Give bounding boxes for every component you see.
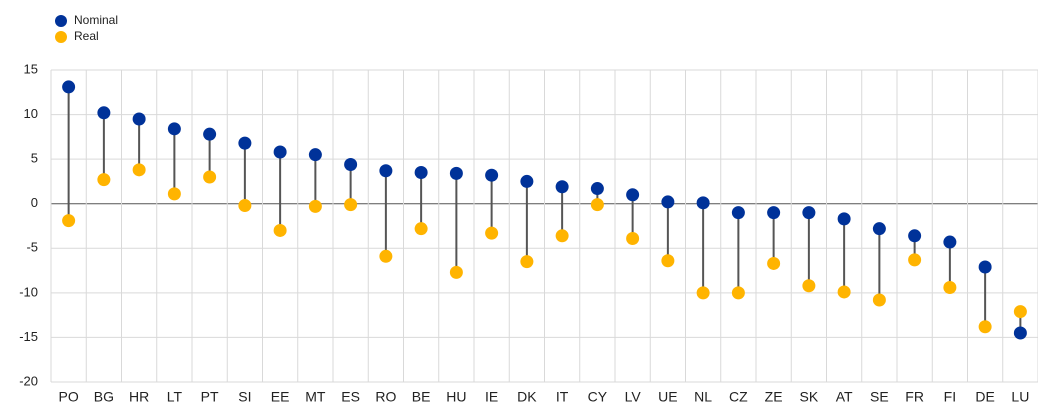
x-tick-label: DK <box>517 389 537 405</box>
x-tick-label: SI <box>238 389 251 405</box>
dot <box>520 255 534 269</box>
x-tick-label: UE <box>658 389 677 405</box>
dot <box>132 112 146 126</box>
dot <box>837 212 851 226</box>
dot <box>1013 326 1027 340</box>
legend-marker <box>55 15 67 27</box>
dot <box>238 198 252 212</box>
dot <box>731 206 745 220</box>
y-tick-label: 10 <box>24 106 38 121</box>
y-tick-label: -5 <box>26 240 38 255</box>
dot <box>626 188 640 202</box>
x-tick-label: FI <box>944 389 956 405</box>
x-tick-label: FR <box>905 389 924 405</box>
x-tick-label: DE <box>975 389 994 405</box>
dot <box>62 80 76 94</box>
x-tick-label: IE <box>485 389 498 405</box>
dot <box>485 168 499 182</box>
dot <box>167 122 181 136</box>
x-tick-label: RO <box>375 389 396 405</box>
dot <box>308 199 322 213</box>
legend-label: Nominal <box>74 13 118 27</box>
dot <box>802 206 816 220</box>
dot <box>203 170 217 184</box>
dot <box>167 187 181 201</box>
x-tick-label: CY <box>588 389 608 405</box>
dot <box>978 260 992 274</box>
x-tick-label: NL <box>694 389 712 405</box>
x-tick-label: MT <box>305 389 326 405</box>
dot <box>273 223 287 237</box>
x-tick-label: BE <box>412 389 431 405</box>
y-tick-label: -20 <box>19 373 38 388</box>
dot <box>802 279 816 293</box>
dot <box>555 229 569 243</box>
x-tick-label: EE <box>271 389 290 405</box>
dot <box>62 214 76 228</box>
x-tick-label: HR <box>129 389 149 405</box>
dot <box>485 226 499 240</box>
dot <box>943 235 957 249</box>
dot <box>661 254 675 268</box>
dot <box>696 196 710 210</box>
y-tick-label: 5 <box>31 151 38 166</box>
dot <box>731 286 745 300</box>
x-tick-label: SE <box>870 389 889 405</box>
dot <box>449 265 463 279</box>
x-tick-label: CZ <box>729 389 748 405</box>
dot <box>414 166 428 180</box>
dot <box>590 198 604 212</box>
x-tick-label: PT <box>201 389 219 405</box>
dot <box>590 182 604 196</box>
x-tick-label: HU <box>446 389 466 405</box>
dot <box>203 127 217 141</box>
dot <box>908 253 922 267</box>
dot <box>661 195 675 209</box>
x-tick-label: ZE <box>765 389 783 405</box>
legend-label: Real <box>74 29 99 43</box>
dot <box>767 256 781 270</box>
x-tick-label: LT <box>167 389 183 405</box>
x-tick-label: BG <box>94 389 114 405</box>
dot <box>943 281 957 295</box>
y-tick-label: 0 <box>31 195 38 210</box>
dot <box>978 320 992 334</box>
dot <box>626 231 640 245</box>
dot <box>308 148 322 162</box>
x-tick-label: LV <box>625 389 642 405</box>
dot <box>414 222 428 236</box>
dot <box>97 173 111 187</box>
dot <box>273 145 287 159</box>
dot <box>132 163 146 177</box>
dot <box>908 229 922 243</box>
dot <box>344 198 358 212</box>
x-tick-label: SK <box>800 389 819 405</box>
dot <box>872 222 886 236</box>
x-tick-label: AT <box>836 389 853 405</box>
dot <box>238 136 252 150</box>
dot <box>379 164 393 178</box>
dot <box>1013 305 1027 319</box>
y-tick-label: -10 <box>19 284 38 299</box>
dot <box>97 106 111 120</box>
x-tick-label: LU <box>1011 389 1029 405</box>
dot <box>767 206 781 220</box>
dot <box>449 166 463 180</box>
dot <box>520 174 534 188</box>
dot <box>344 157 358 171</box>
y-tick-label: -15 <box>19 329 38 344</box>
legend-marker <box>55 31 67 43</box>
dot <box>379 249 393 263</box>
x-tick-label: PO <box>59 389 79 405</box>
dot <box>696 286 710 300</box>
y-tick-label: 15 <box>24 61 38 76</box>
dot <box>872 293 886 307</box>
x-tick-label: ES <box>341 389 360 405</box>
x-tick-label: IT <box>556 389 569 405</box>
dot <box>555 180 569 194</box>
dot <box>837 285 851 299</box>
